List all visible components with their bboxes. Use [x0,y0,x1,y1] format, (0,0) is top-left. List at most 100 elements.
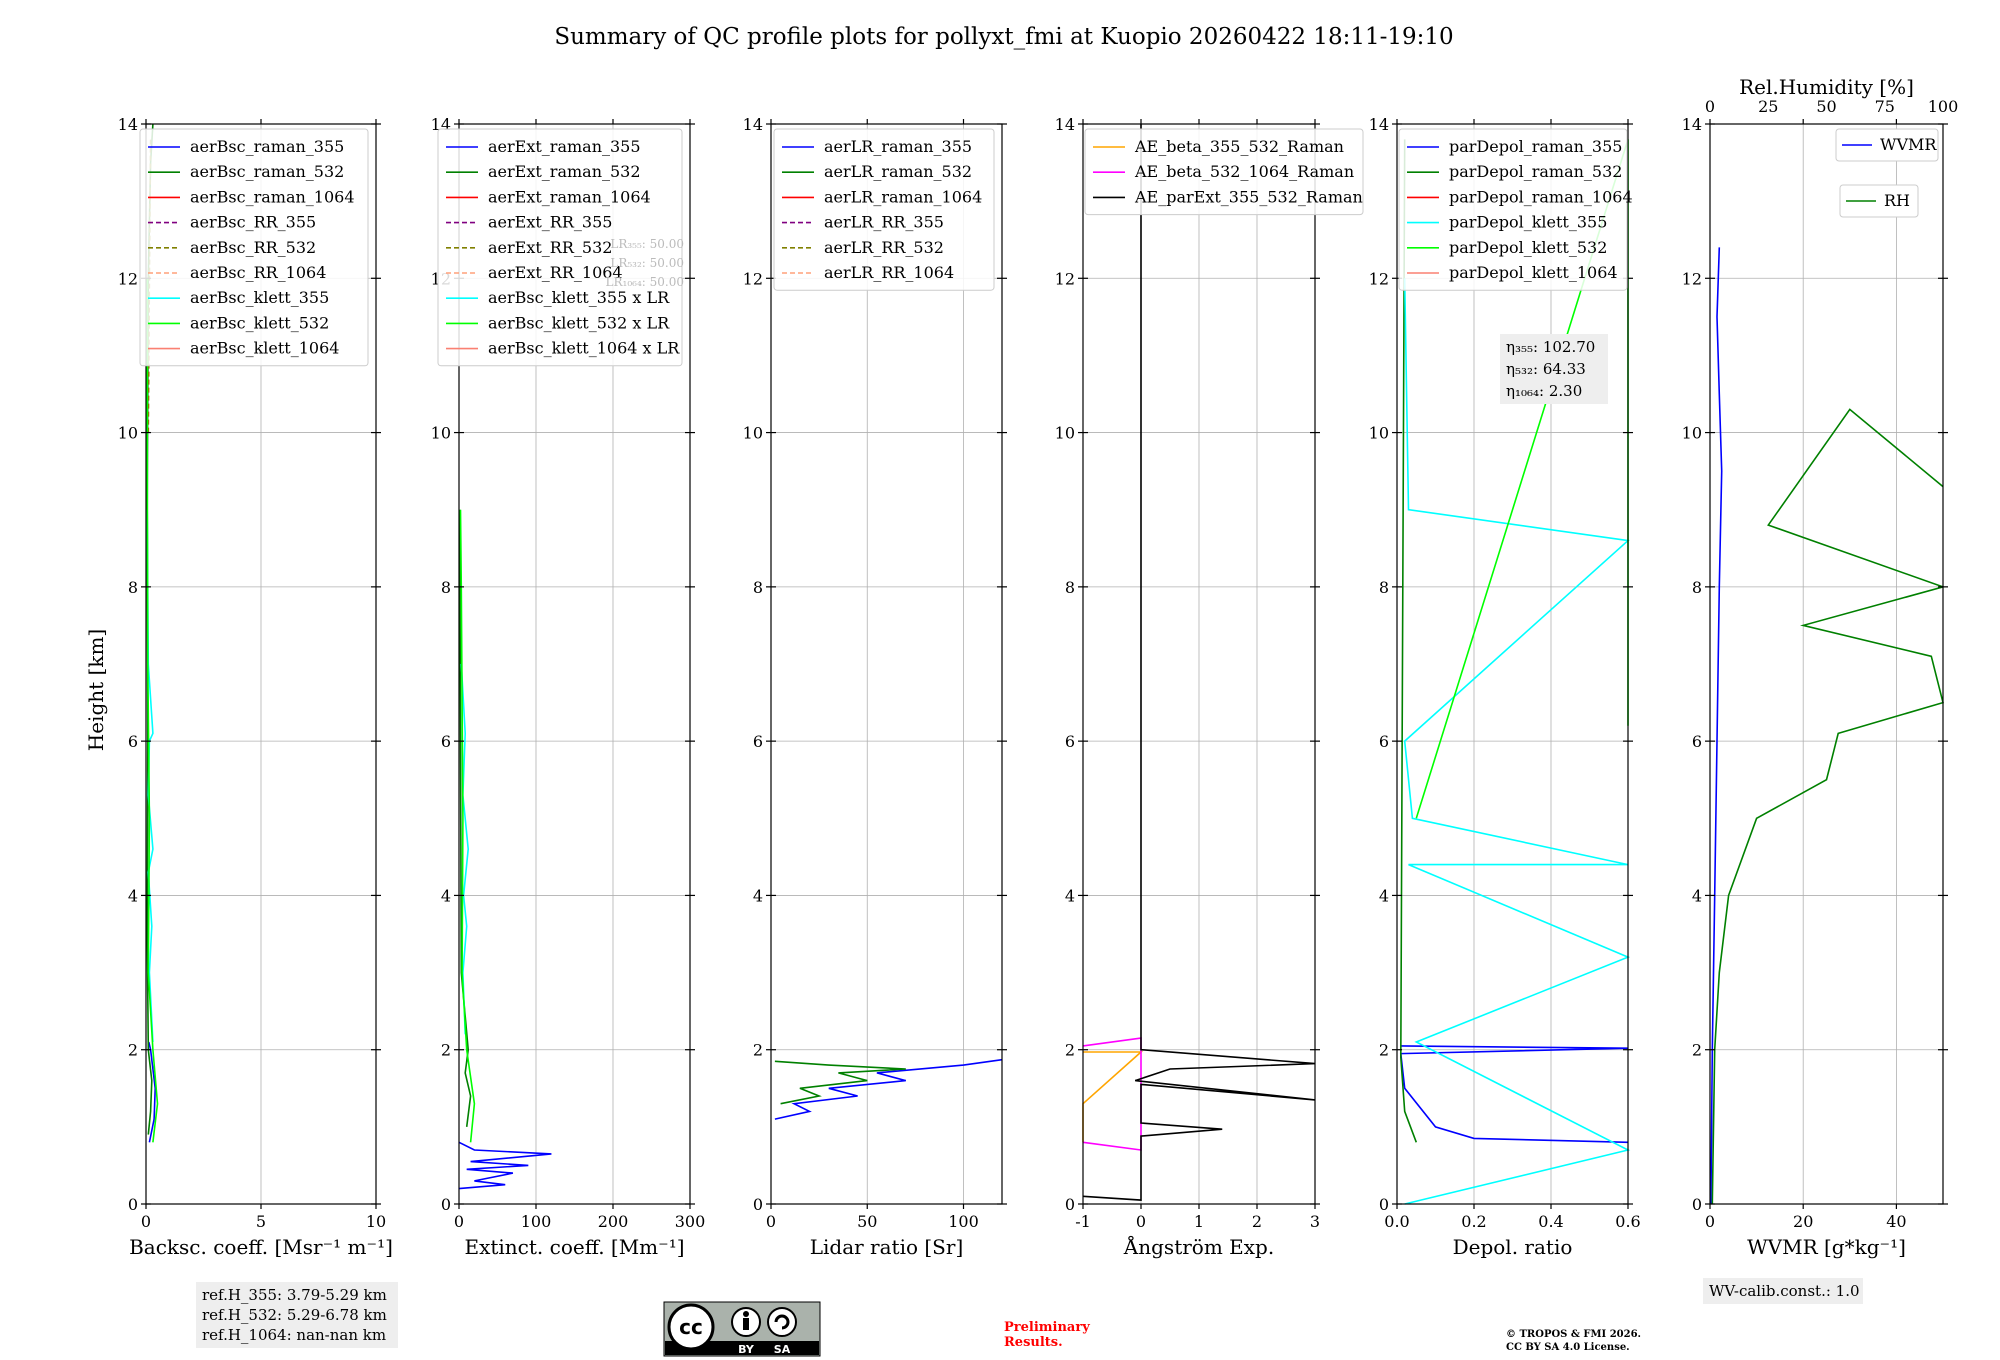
ref-height-532: ref.H_532: 5.29-6.78 km [202,1306,387,1324]
series-line-wvmr [1710,247,1723,1205]
eta-annotation: η₃₅₅: 102.70 η₅₃₂: 64.33 η₁₀₆₄: 2.30 [1500,334,1608,404]
legend-label: aerBsc_klett_1064 x LR [488,339,680,358]
y-tick-label: 0 [1692,1195,1702,1214]
y-tick-label: 8 [753,578,763,597]
legend-wvmr: WVMR [1835,128,1939,162]
height-axis-label: Height [km] [84,629,108,751]
legend-box [1398,128,1628,291]
legend-label: aerBsc_raman_355 [190,137,344,156]
legend-label: aerBsc_RR_532 [190,238,316,257]
license-line: CC BY SA 4.0 License. [1506,1342,1630,1353]
y-tick-label: 6 [1379,732,1389,751]
wv-calib-const: WV-calib.const.: 1.0 [1709,1282,1860,1300]
legend-label: aerLR_RR_532 [824,238,944,257]
results-label: Results. [1004,1335,1063,1350]
x-axis-label: Lidar ratio [Sr] [810,1235,964,1259]
series-line-pardepol-raman-532 [1399,139,1418,1143]
axes-frame [770,123,1003,1205]
y-tick-label: 12 [118,269,138,288]
y-tick-label: 0 [128,1195,138,1214]
x2-tick-label: 75 [1875,97,1895,116]
series-line-ae-beta-355-532-raman [1082,1051,1144,1143]
legend-label: parDepol_klett_1064 [1449,263,1618,282]
panel-3: 0 2 4 6 8 10 12 14 0 50 100 Lidar ratio [Sr] aerLR_r… [743,115,1007,1259]
y-tick-label: 4 [441,886,451,905]
legend-box [773,128,995,291]
y-tick-label: 14 [118,115,138,134]
panel-5: 0 2 4 6 8 10 12 14 0.0 0.2 0.4 0.6 Depol. ratio parDe… [1369,115,1641,1259]
legend-label: aerLR_RR_1064 [824,263,954,282]
x-tick-label: 0.6 [1615,1212,1640,1231]
legend-box [437,128,683,367]
series-line-aerlr-raman-355 [774,1058,1003,1120]
legend-label: aerLR_raman_532 [824,162,972,181]
y-tick-label: 12 [743,269,763,288]
x2-tick-label: 50 [1816,97,1836,116]
y-tick-label: 8 [1692,578,1702,597]
x-tick-label: -1 [1075,1212,1091,1231]
y-tick-label: 14 [1369,115,1389,134]
y-tick-label: 2 [753,1041,763,1060]
y-tick-label: 4 [128,886,138,905]
legend-label: aerExt_RR_1064 [488,263,623,282]
x-tick-label: 200 [598,1212,629,1231]
legend-label: aerBsc_klett_532 x LR [488,313,670,332]
y-tick-label: 10 [431,424,451,443]
x-tick-label: 20 [1793,1212,1813,1231]
series-line-aerlr-raman-532 [774,1060,906,1105]
legend-label: aerBsc_RR_1064 [190,263,326,282]
eta-box [1500,334,1608,404]
x-tick-label: 0 [141,1212,151,1231]
legend-label: aerBsc_klett_532 [190,313,329,332]
legend-label: parDepol_raman_355 [1449,137,1622,156]
series-line-ae-beta-532-1064-raman [1082,1037,1142,1151]
legend-label: aerExt_RR_532 [488,238,612,257]
y-tick-label: 2 [1379,1041,1389,1060]
x-tick-label: 0 [766,1212,776,1231]
legend-rh: RH [1839,184,1919,218]
legend-label: WVMR [1880,135,1937,154]
y-tick-label: 12 [1055,269,1075,288]
y-tick-label: 4 [1065,886,1075,905]
legend-label: aerExt_raman_1064 [488,187,651,206]
y-tick-label: 0 [753,1195,763,1214]
legend-label: aerBsc_raman_532 [190,162,344,181]
x-tick-label: 40 [1886,1212,1906,1231]
cc-icon [667,1303,715,1351]
x-axis-label: WVMR [g*kg⁻¹] [1747,1235,1906,1259]
ref-height-1064: ref.H_1064: nan-nan km [202,1326,386,1344]
legend-box [1084,128,1364,216]
lidar-ratio-note: LR₅₃₂: 50.00 [610,256,684,270]
axes-frame [1709,123,1944,1205]
x-tick-label: 100 [521,1212,552,1231]
ref-height-355: ref.H_355: 3.79-5.29 km [202,1286,387,1304]
eta-value: η₅₃₂: 64.33 [1506,360,1586,378]
x-tick-label: 100 [948,1212,979,1231]
y-tick-label: 4 [1692,886,1702,905]
legend: aerExt_raman_355 aerExt_raman_532 aerExt_r… [437,128,683,367]
legend: parDepol_raman_355 parDepol_raman_532 parD… [1398,128,1633,291]
y-tick-label: 4 [1379,886,1389,905]
legend-label: parDepol_raman_532 [1449,162,1622,181]
y-tick-label: 6 [441,732,451,751]
legend-label: aerLR_raman_1064 [824,187,982,206]
y-tick-label: 6 [1065,732,1075,751]
legend-label: parDepol_klett_355 [1449,213,1607,232]
legend-box [139,128,369,367]
preliminary-label: Preliminary [1004,1320,1090,1335]
copyright-line: © TROPOS & FMI 2026. [1506,1329,1641,1340]
legend-label: aerLR_RR_355 [824,213,944,232]
legend-label: aerExt_raman_355 [488,137,641,156]
lidar-ratio-note: LR₃₅₅: 50.00 [610,237,684,251]
legend-box [1839,184,1919,218]
y-tick-label: 8 [1065,578,1075,597]
x-tick-label: 50 [857,1212,877,1231]
y-tick-label: 10 [118,424,138,443]
eta-value: η₃₅₅: 102.70 [1506,338,1595,356]
y-tick-label: 14 [1682,115,1702,134]
figure-title: Summary of QC profile plots for pollyxt_… [554,24,1453,50]
x-tick-label: 0.4 [1538,1212,1563,1231]
cc-sa-label: SA [774,1343,791,1356]
